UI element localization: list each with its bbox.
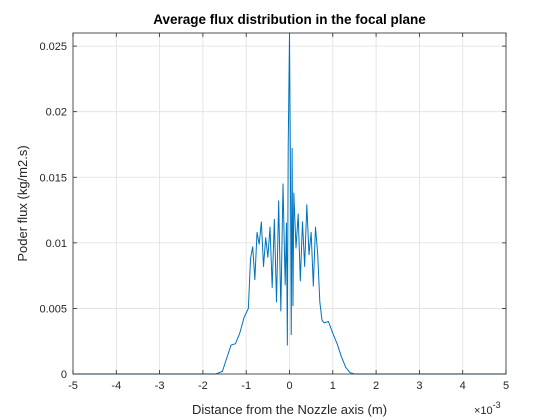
- y-tick-label: 0.005: [39, 303, 67, 315]
- x-tick-label: 1: [330, 380, 336, 392]
- x-tick-label: 3: [416, 380, 422, 392]
- plot-area-border: [72, 32, 507, 375]
- x-tick-label: -1: [241, 380, 251, 392]
- chart-title: Average flux distribution in the focal p…: [153, 12, 426, 27]
- x-tick-label: -5: [68, 380, 78, 392]
- x-tick-label: 4: [460, 380, 466, 392]
- x-tick-label: 2: [373, 380, 379, 392]
- x-tick-label: 0: [286, 380, 292, 392]
- y-tick-label: 0.01: [46, 238, 67, 250]
- y-tick-label: 0.015: [39, 172, 67, 184]
- x-tick-label: -4: [111, 380, 121, 392]
- y-tick-label: 0.025: [39, 41, 67, 53]
- x-axis-multiplier: ×10: [474, 405, 493, 417]
- x-axis-multiplier-exponent: -3: [493, 400, 501, 410]
- y-tick-label: 0.02: [46, 107, 67, 119]
- x-axis-exponent: ×10-3: [474, 400, 501, 417]
- x-tick-label: -2: [198, 380, 208, 392]
- y-tick-label: 0: [61, 369, 67, 381]
- tick-labels: -5 -4 -3 -2 -1 0 1 2 3 4 5 0 0.005 0.01 0.015 0.02 0.025: [39, 41, 509, 392]
- x-axis-label: Distance from the Nozzle axis (m): [192, 402, 387, 417]
- x-tick-label: 5: [503, 380, 509, 392]
- x-tick-label: -3: [155, 380, 165, 392]
- y-axis-label: Poder flux (kg/m2.s): [15, 145, 30, 261]
